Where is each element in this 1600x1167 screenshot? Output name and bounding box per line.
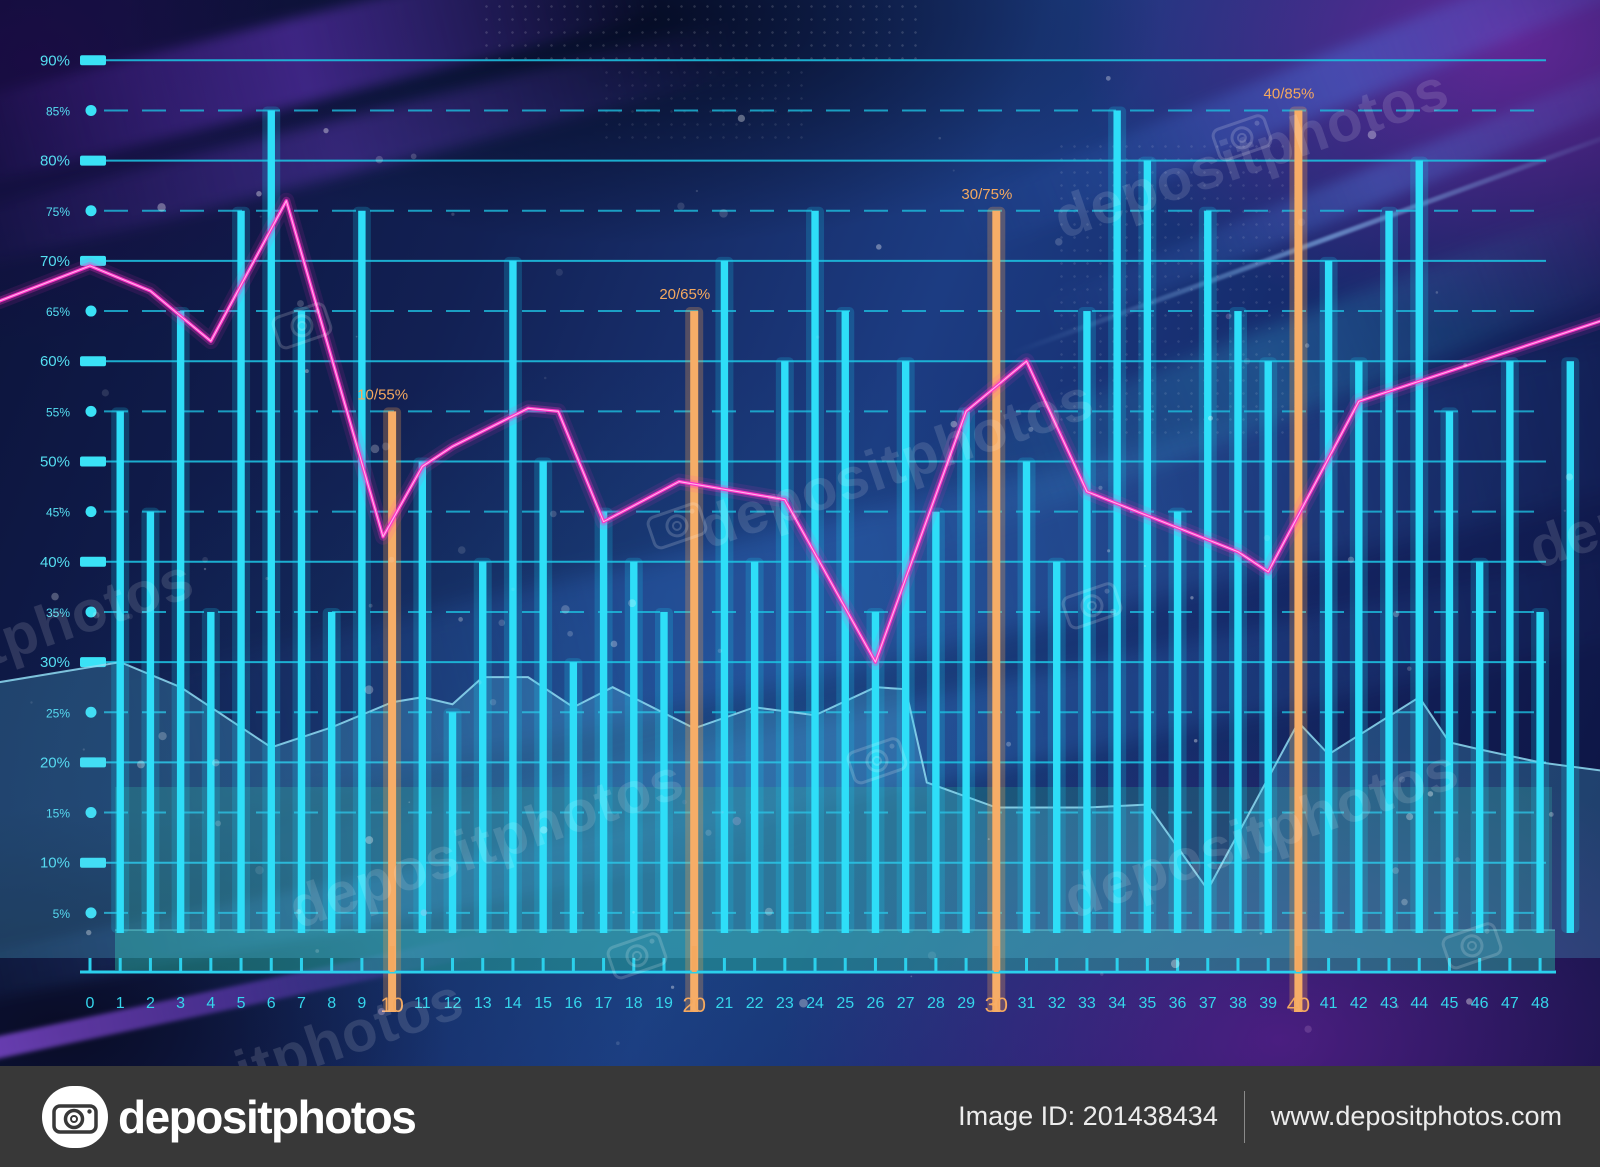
svg-text:30%: 30% <box>40 654 70 671</box>
svg-text:30/75%: 30/75% <box>961 186 1012 203</box>
image-id-text: Image ID: 201438434 <box>958 1101 1218 1131</box>
svg-text:90%: 90% <box>40 52 70 69</box>
svg-text:0: 0 <box>86 995 95 1012</box>
svg-text:4: 4 <box>206 995 215 1012</box>
svg-text:10/55%: 10/55% <box>357 386 408 403</box>
svg-text:7: 7 <box>297 995 306 1012</box>
svg-text:33: 33 <box>1078 995 1096 1012</box>
svg-text:16: 16 <box>564 995 582 1012</box>
svg-text:29: 29 <box>957 995 975 1012</box>
svg-text:10: 10 <box>380 994 403 1017</box>
svg-text:20%: 20% <box>40 754 70 771</box>
svg-text:47: 47 <box>1501 995 1519 1012</box>
chart-canvas: 90%85%80%75%70%65%60%55%50%45%40%35%30%2… <box>0 52 1600 1017</box>
svg-text:39: 39 <box>1259 995 1277 1012</box>
svg-text:6: 6 <box>267 995 276 1012</box>
svg-text:44: 44 <box>1410 995 1428 1012</box>
footer-bar: depositphotos Image ID: 201438434 www.de… <box>0 1066 1600 1167</box>
svg-text:32: 32 <box>1048 995 1066 1012</box>
svg-text:8: 8 <box>327 995 336 1012</box>
svg-text:22: 22 <box>746 995 764 1012</box>
svg-text:34: 34 <box>1108 995 1126 1012</box>
svg-text:40/85%: 40/85% <box>1264 85 1315 102</box>
svg-text:9: 9 <box>357 995 366 1012</box>
svg-text:80%: 80% <box>40 153 70 170</box>
svg-text:2: 2 <box>146 995 155 1012</box>
svg-text:35: 35 <box>1138 995 1156 1012</box>
svg-text:42: 42 <box>1350 995 1368 1012</box>
svg-text:20: 20 <box>683 994 706 1017</box>
svg-text:41: 41 <box>1320 995 1338 1012</box>
svg-text:27: 27 <box>897 995 915 1012</box>
svg-text:24: 24 <box>806 995 824 1012</box>
svg-text:25: 25 <box>836 995 854 1012</box>
footer-logo-text: depositphotos <box>118 1091 417 1143</box>
svg-text:1: 1 <box>116 995 125 1012</box>
svg-text:13: 13 <box>474 995 492 1012</box>
svg-text:18: 18 <box>625 995 643 1012</box>
svg-text:37: 37 <box>1199 995 1217 1012</box>
svg-text:45%: 45% <box>46 506 70 520</box>
svg-text:31: 31 <box>1018 995 1036 1012</box>
site-url-text: www.depositphotos.com <box>1270 1101 1562 1131</box>
svg-text:35%: 35% <box>46 606 70 620</box>
svg-text:75%: 75% <box>46 205 70 219</box>
svg-text:36: 36 <box>1169 995 1187 1012</box>
camera-logo-icon <box>42 1086 108 1148</box>
svg-text:21: 21 <box>716 995 734 1012</box>
depositphotos-logo: depositphotos <box>42 1082 417 1152</box>
svg-text:30: 30 <box>985 994 1008 1017</box>
svg-text:20/65%: 20/65% <box>659 286 710 303</box>
chart-artwork: 90%85%80%75%70%65%60%55%50%45%40%35%30%2… <box>0 0 1600 1066</box>
footer-divider <box>1243 1090 1245 1143</box>
svg-text:12: 12 <box>444 995 462 1012</box>
svg-text:11: 11 <box>414 995 431 1012</box>
svg-text:15: 15 <box>534 995 552 1012</box>
svg-text:15%: 15% <box>46 807 70 821</box>
svg-text:55%: 55% <box>46 405 70 419</box>
svg-text:40: 40 <box>1287 994 1310 1017</box>
svg-text:5%: 5% <box>53 907 71 921</box>
svg-text:10%: 10% <box>40 855 70 872</box>
svg-text:50%: 50% <box>40 454 70 471</box>
svg-text:14: 14 <box>504 995 522 1012</box>
svg-text:38: 38 <box>1229 995 1247 1012</box>
svg-text:43: 43 <box>1380 995 1398 1012</box>
svg-text:25%: 25% <box>46 706 70 720</box>
svg-text:60%: 60% <box>40 353 70 370</box>
svg-text:70%: 70% <box>40 253 70 270</box>
svg-text:19: 19 <box>655 995 673 1012</box>
svg-text:46: 46 <box>1471 995 1489 1012</box>
svg-text:17: 17 <box>595 995 613 1012</box>
svg-text:26: 26 <box>867 995 885 1012</box>
svg-text:65%: 65% <box>46 305 70 319</box>
svg-text:45: 45 <box>1441 995 1459 1012</box>
svg-text:40%: 40% <box>40 554 70 571</box>
svg-text:3: 3 <box>176 995 185 1012</box>
svg-text:48: 48 <box>1531 995 1549 1012</box>
svg-text:28: 28 <box>927 995 945 1012</box>
svg-text:85%: 85% <box>46 104 70 118</box>
svg-text:5: 5 <box>237 995 246 1012</box>
svg-text:23: 23 <box>776 995 794 1012</box>
